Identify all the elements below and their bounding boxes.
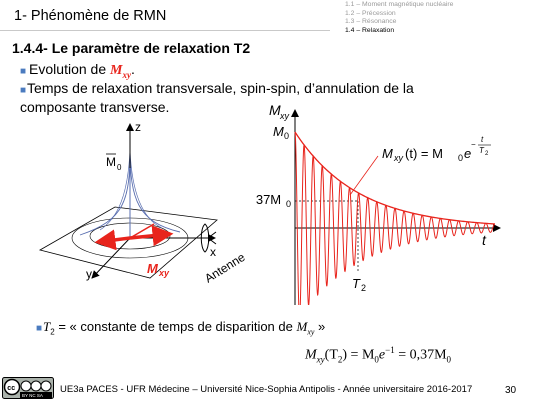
- bullet-t2-definition: ■T2 = « constante de temps de disparitio…: [36, 319, 326, 337]
- section-title: 1.4.4- Le paramètre de relaxation T2: [12, 40, 251, 56]
- level-tick-label: 0,37M 0: [255, 192, 291, 209]
- bullet-square-icon: ■: [20, 85, 27, 96]
- decay-envelope: [294, 131, 496, 225]
- bullet-square-icon: ■: [36, 323, 43, 334]
- svg-text:xy: xy: [279, 111, 290, 121]
- header-divider: [0, 30, 330, 31]
- svg-text:T: T: [479, 146, 485, 155]
- header-title: 1- Phénomène de RMN: [14, 8, 167, 24]
- svg-text:M: M: [147, 261, 159, 276]
- svg-text:cc: cc: [7, 385, 15, 392]
- mxy-vector: [129, 223, 155, 239]
- bullet-t2-description: ■Temps de relaxation transversale, spin-…: [20, 80, 490, 116]
- y-label: y: [86, 267, 92, 281]
- svg-text:xy: xy: [393, 153, 404, 163]
- page-number: 30: [505, 385, 517, 396]
- svg-text:(t) = M: (t) = M: [405, 146, 443, 161]
- antenna-lead: [207, 231, 217, 245]
- precession-diagram: z x y M 0 M xy Antenne: [38, 120, 248, 286]
- svg-text:2: 2: [361, 283, 366, 293]
- svg-text:0: 0: [458, 153, 463, 163]
- mxy-symbol: Mxy: [110, 63, 131, 80]
- svg-text:0: 0: [284, 131, 289, 141]
- nc-icon: [30, 380, 42, 392]
- transverse-plane: [38, 206, 218, 279]
- outline-nav: 1.1 – Moment magnétique nucléaire 1.2 – …: [345, 1, 453, 35]
- spiral-curve: [129, 149, 163, 229]
- z-label: z: [135, 120, 141, 134]
- svg-text:−: −: [471, 140, 476, 149]
- svg-text:2: 2: [485, 151, 489, 157]
- svg-text:BY NC SA: BY NC SA: [22, 393, 43, 398]
- t2-tick-label: T 2: [352, 276, 366, 293]
- bullet-square-icon: ■: [20, 66, 27, 77]
- svg-text:0: 0: [286, 199, 291, 209]
- svg-text:0: 0: [117, 163, 122, 172]
- cc-icon: [3, 378, 21, 396]
- spiral-curve: [99, 149, 131, 231]
- svg-text:M: M: [106, 155, 116, 169]
- equation-pointer: [349, 155, 379, 196]
- svg-text:M: M: [382, 146, 393, 161]
- bullet-text: Evolution de: [29, 61, 110, 77]
- sa-icon: [40, 380, 52, 392]
- x-label: x: [210, 245, 216, 259]
- bullet-text: Temps de relaxation transversale, spin-s…: [20, 80, 414, 115]
- m0-label: M 0: [106, 153, 122, 172]
- outline-item[interactable]: 1.3 – Résonance: [345, 18, 397, 26]
- svg-text:0,37M: 0,37M: [255, 192, 281, 207]
- spiral-curve: [79, 147, 131, 236]
- y-axis-label: M xy: [269, 102, 290, 121]
- mxy-vector: [94, 229, 131, 251]
- by-icon: [20, 380, 32, 392]
- outline-item-active[interactable]: 1.4 – Relaxation: [345, 26, 395, 34]
- svg-text:M: M: [273, 124, 284, 139]
- y-axis: [91, 237, 131, 279]
- outline-item[interactable]: 1.1 – Moment magnétique nucléaire: [345, 1, 454, 8]
- decay-plot: M xy M 0 0,37M 0 t T 2 M xy (t) = M 0 e …: [255, 102, 501, 305]
- spiral-curve: [129, 147, 181, 233]
- antenna-coil-icon: [200, 223, 210, 253]
- svg-text:T: T: [352, 276, 361, 291]
- svg-text:t: t: [481, 135, 484, 144]
- creative-commons-badge: cc BY NC SA: [2, 377, 54, 399]
- svg-text:xy: xy: [158, 268, 170, 278]
- svg-text:e: e: [464, 146, 471, 161]
- bullet-evolution: ■ Evolution de Mxy.: [20, 61, 135, 80]
- mxy-label: M xy: [147, 261, 170, 278]
- svg-text:M: M: [269, 102, 281, 118]
- outline-item[interactable]: 1.2 – Précession: [345, 9, 396, 17]
- t-axis-label: t: [482, 232, 487, 248]
- footer-text: UE3a PACES - UFR Médecine – Université N…: [60, 384, 473, 395]
- m0-tick-label: M 0: [273, 124, 289, 141]
- mxy-vector: [129, 225, 174, 247]
- bullet-punct: .: [130, 61, 135, 77]
- t2-formula: Mxy(T2) = M0e−1 = 0,37M0: [305, 345, 452, 365]
- antenna-label: Antenne: [202, 250, 248, 286]
- decay-equation: M xy (t) = M 0 e − t T 2: [382, 135, 491, 163]
